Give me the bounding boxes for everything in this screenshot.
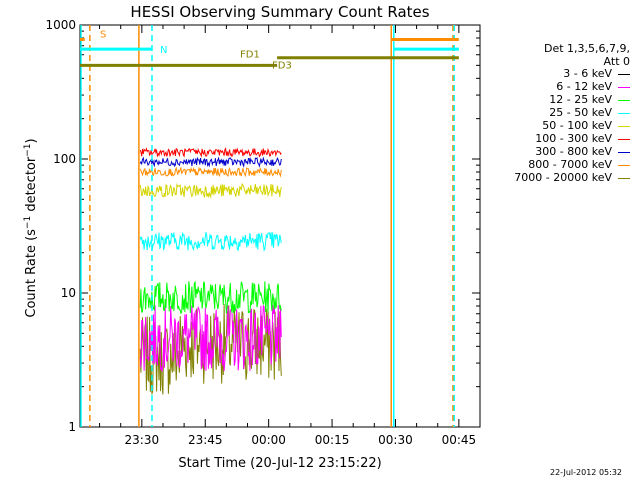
legend-entry: 12 - 25 keV (549, 93, 630, 106)
legend-entry: 100 - 300 keV (535, 132, 630, 145)
legend-entry: 6 - 12 keV (556, 80, 630, 93)
legend-entry: 800 - 7000 keV (528, 158, 630, 171)
flag-label: FD1 (240, 50, 260, 61)
legend-swatch (618, 177, 630, 179)
legend-swatch (618, 112, 630, 114)
series-line (139, 182, 282, 199)
legend-label: 6 - 12 keV (556, 80, 612, 93)
chart-title: HESSI Observing Summary Count Rates (130, 3, 429, 21)
y-tick-label: 1000 (45, 18, 76, 32)
footer-date: 22-Jul-2012 05:32 (550, 468, 622, 477)
legend-header: Det 1,3,5,6,7,9, (544, 42, 630, 55)
legend-entry: 25 - 50 keV (549, 106, 630, 119)
x-tick-label: 00:30 (378, 433, 413, 447)
y-tick-label: 1 (68, 420, 76, 434)
legend-label: 25 - 50 keV (549, 106, 612, 119)
flag-label: N (160, 45, 167, 56)
plot-frame (79, 24, 481, 428)
x-tick-label: 23:30 (125, 433, 160, 447)
series-line (139, 280, 282, 315)
flags-layer: S N FD1 FD3 (80, 25, 459, 427)
flag-label: S (100, 29, 106, 40)
legend-label: Att 0 (603, 55, 630, 68)
y-tick-label: 100 (53, 152, 76, 166)
y-axis-label: Count Rate (s−1 detector−1) (23, 138, 39, 317)
legend-label: 800 - 7000 keV (528, 158, 612, 171)
legend-label: Det 1,3,5,6,7,9, (543, 42, 630, 55)
legend-swatch (618, 73, 630, 75)
flag-label: FD3 (272, 60, 292, 71)
series-line (139, 166, 282, 178)
legend-label: 3 - 6 keV (563, 67, 612, 80)
axes-layer: 1 10 100 1000 23:30 23:45 00:00 00:15 00:30 00:45 (45, 18, 481, 447)
series-line (139, 147, 282, 158)
legend-label: 7000 - 20000 keV (514, 171, 612, 184)
legend-label: 50 - 100 keV (542, 119, 612, 132)
legend-header: Att 0 (604, 55, 630, 68)
legend-label: 300 - 800 keV (535, 145, 612, 158)
legend-entry: 300 - 800 keV (535, 145, 630, 158)
series-line (139, 304, 282, 372)
legend-entry: 7000 - 20000 keV (514, 171, 630, 184)
legend-swatch (618, 99, 630, 101)
legend-swatch (618, 151, 630, 153)
legend-swatch (618, 164, 630, 166)
legend-swatch (618, 86, 630, 88)
legend-label: 12 - 25 keV (549, 93, 612, 106)
y-tick-label: 10 (61, 286, 76, 300)
series-line (139, 156, 282, 168)
x-tick-label: 23:45 (188, 433, 223, 447)
x-axis-label: Start Time (20-Jul-12 23:15:22) (178, 456, 381, 471)
data-layer (139, 147, 282, 395)
x-tick-label: 00:15 (315, 433, 350, 447)
x-tick-label: 00:00 (251, 433, 286, 447)
series-line (139, 232, 282, 252)
x-tick-label: 00:45 (442, 433, 477, 447)
legend-entry: 50 - 100 keV (542, 119, 630, 132)
legend-swatch (618, 125, 630, 127)
legend-swatch (618, 138, 630, 140)
legend-entry: 3 - 6 keV (563, 67, 630, 80)
legend-label: 100 - 300 keV (535, 132, 612, 145)
